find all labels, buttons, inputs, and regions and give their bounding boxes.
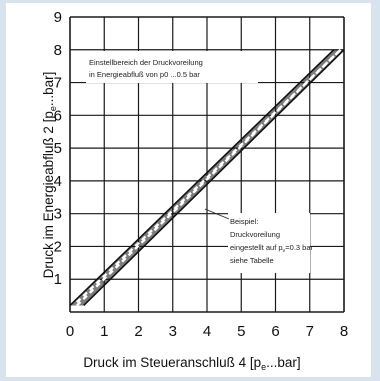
x-tick-label: 3 [169, 323, 177, 340]
y-axis-label: Druck im Energieabfluß 2 [pe...bar] [41, 72, 58, 279]
x-tick-label: 0 [66, 323, 74, 340]
annotation-range-line1: Einstellbereich der Druckvoreilung [89, 58, 203, 67]
x-tick-label: 8 [340, 323, 348, 340]
annotation-range-line2: in Energieabfluß von p0 ...0.5 bar [89, 70, 200, 79]
y-axis-label-text: Druck im Energieabfluß 2 [p [41, 111, 56, 278]
y-tick-label: 6 [54, 107, 62, 124]
series-lines [69, 48, 345, 307]
y-tick-label: 1 [54, 271, 62, 288]
x-tick-label: 1 [100, 323, 108, 340]
x-axis-label-unit: ...bar] [266, 355, 301, 370]
x-tick-label: 2 [134, 323, 142, 340]
annotation-example-line3: eingestellt auf pv=0.3 bar [230, 243, 314, 254]
annotation-range-line2-text: in Energieabfluß von p [89, 70, 164, 79]
y-tick-label: 3 [54, 206, 62, 223]
x-axis-label-sub: e [261, 362, 266, 372]
series-line-1 [69, 49, 335, 307]
y-tick-label: 4 [54, 173, 62, 190]
annotation-example-line4: siehe Tabelle [230, 256, 274, 265]
chart: Einstellbereich der Druckvoreilung in En… [41, 9, 348, 372]
x-tick-label: 7 [306, 323, 314, 340]
y-axis-label-sub: e [48, 106, 58, 111]
annotation-example-box [228, 213, 310, 273]
annotation-range-line2-value: 0 ...0.5 bar [164, 70, 200, 79]
series-line-4 [76, 48, 342, 304]
y-tick-label: 5 [54, 140, 62, 157]
annotation-example-line3-sub: v [283, 248, 286, 254]
annotation-example-line2: Druckvoreilung [230, 230, 280, 239]
y-tick-label: 7 [54, 75, 62, 92]
y-tick-labels: 1 2 3 4 5 6 7 8 9 [54, 9, 62, 288]
x-tick-label: 4 [203, 323, 211, 340]
annotation-range-box [86, 51, 258, 83]
y-tick-label: 2 [54, 238, 62, 255]
y-axis-label-unit: ...bar] [41, 72, 56, 107]
chart-card: Einstellbereich der Druckvoreilung in En… [6, 3, 371, 377]
y-tick-label: 9 [54, 9, 62, 26]
x-tick-label: 6 [271, 323, 279, 340]
annotation-example-line3-text: eingestellt auf p [230, 243, 283, 252]
y-tick-label: 8 [54, 42, 62, 59]
x-tick-label: 5 [237, 323, 245, 340]
annotation-example-line1: Beispiel: [230, 217, 258, 226]
annotation-example-line3-value: =0.3 bar [285, 243, 313, 252]
x-tick-labels: 0 1 2 3 4 5 6 7 8 [66, 323, 348, 340]
x-axis-label: Druck im Steueranschluß 4 [pe...bar] [83, 355, 300, 372]
x-axis-label-text: Druck im Steueranschluß 4 [p [83, 355, 261, 370]
series-line-2 [83, 49, 345, 307]
annotation-example-pointer [204, 208, 230, 220]
